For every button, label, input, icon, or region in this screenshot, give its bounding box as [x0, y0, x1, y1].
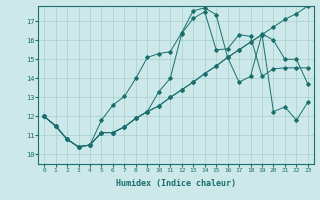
X-axis label: Humidex (Indice chaleur): Humidex (Indice chaleur): [116, 179, 236, 188]
